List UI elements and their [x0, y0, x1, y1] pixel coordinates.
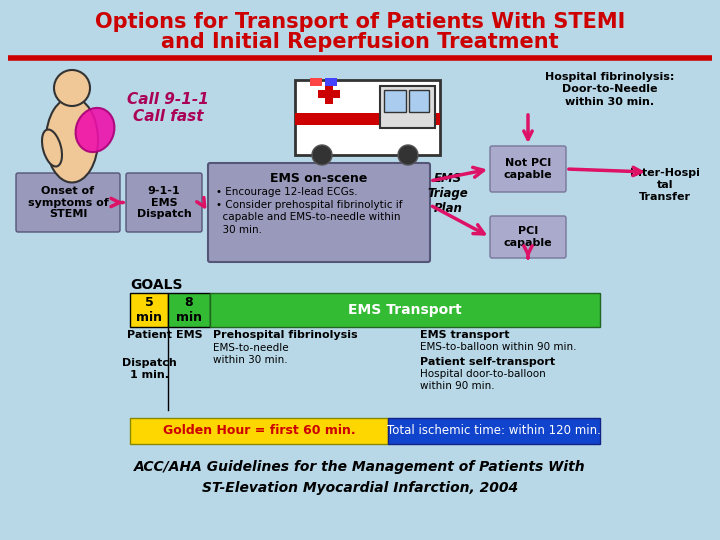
Bar: [130, 418, 388, 444]
Text: Options for Transport of Patients With STEMI: Options for Transport of Patients With S…: [95, 12, 625, 32]
Bar: [388, 418, 600, 444]
Ellipse shape: [42, 130, 62, 166]
Text: Onset of
symptoms of
STEMI: Onset of symptoms of STEMI: [27, 186, 109, 219]
Bar: [325, 84, 333, 104]
Text: Not PCI
capable: Not PCI capable: [504, 158, 552, 180]
FancyBboxPatch shape: [16, 173, 120, 232]
Text: Golden Hour = first 60 min.: Golden Hour = first 60 min.: [163, 424, 355, 437]
Text: Dispatch
1 min.: Dispatch 1 min.: [122, 358, 176, 380]
Text: Patient: Patient: [127, 330, 171, 340]
Ellipse shape: [76, 108, 114, 152]
Bar: [325, 78, 337, 86]
Bar: [168, 293, 210, 327]
Text: Total ischemic time: within 120 min.: Total ischemic time: within 120 min.: [387, 424, 601, 437]
Text: 5
min: 5 min: [136, 296, 162, 324]
Text: • Encourage 12-lead ECGs.: • Encourage 12-lead ECGs.: [216, 187, 358, 197]
Text: Hospital fibrinolysis:
Door-to-Needle
within 30 min.: Hospital fibrinolysis: Door-to-Needle wi…: [545, 72, 675, 107]
Text: Patient self-transport: Patient self-transport: [420, 357, 555, 367]
Text: • Consider prehospital fibrinolytic if
  capable and EMS-to-needle within
  30 m: • Consider prehospital fibrinolytic if c…: [216, 200, 402, 235]
FancyBboxPatch shape: [490, 216, 566, 258]
Text: Hospital door-to-balloon
within 90 min.: Hospital door-to-balloon within 90 min.: [420, 369, 546, 392]
Ellipse shape: [46, 98, 98, 183]
Bar: [409, 90, 429, 112]
Circle shape: [312, 145, 332, 165]
Text: PCI
capable: PCI capable: [504, 226, 552, 248]
Text: and Initial Reperfusion Treatment: and Initial Reperfusion Treatment: [161, 32, 559, 52]
Text: ACC/AHA Guidelines for the Management of Patients With
ST-Elevation Myocardial I: ACC/AHA Guidelines for the Management of…: [134, 460, 586, 495]
Text: EMS
Triage
Plan: EMS Triage Plan: [428, 172, 469, 214]
Bar: [295, 113, 440, 125]
Bar: [210, 293, 600, 327]
Text: Inter-Hospi
tal
Transfer: Inter-Hospi tal Transfer: [630, 167, 700, 202]
Text: Prehospital fibrinolysis: Prehospital fibrinolysis: [213, 330, 358, 340]
Text: EMS Transport: EMS Transport: [348, 303, 462, 317]
Circle shape: [54, 70, 90, 106]
Bar: [318, 90, 340, 98]
FancyBboxPatch shape: [490, 146, 566, 192]
FancyBboxPatch shape: [126, 173, 202, 232]
Text: EMS transport: EMS transport: [420, 330, 510, 340]
Bar: [384, 90, 406, 112]
Text: EMS-to-needle
within 30 min.: EMS-to-needle within 30 min.: [213, 343, 289, 366]
Text: EMS on-scene: EMS on-scene: [270, 172, 368, 185]
Bar: [380, 86, 435, 128]
Bar: [295, 80, 440, 155]
Text: 8
min: 8 min: [176, 296, 202, 324]
Text: Call 9-1-1
Call fast: Call 9-1-1 Call fast: [127, 92, 209, 124]
Circle shape: [398, 145, 418, 165]
Bar: [130, 293, 168, 327]
FancyBboxPatch shape: [208, 163, 430, 262]
Text: EMS-to-balloon within 90 min.: EMS-to-balloon within 90 min.: [420, 342, 577, 352]
Bar: [310, 78, 322, 86]
Text: EMS: EMS: [176, 330, 202, 340]
Text: GOALS: GOALS: [130, 278, 182, 292]
Text: 9-1-1
EMS
Dispatch: 9-1-1 EMS Dispatch: [137, 186, 192, 219]
